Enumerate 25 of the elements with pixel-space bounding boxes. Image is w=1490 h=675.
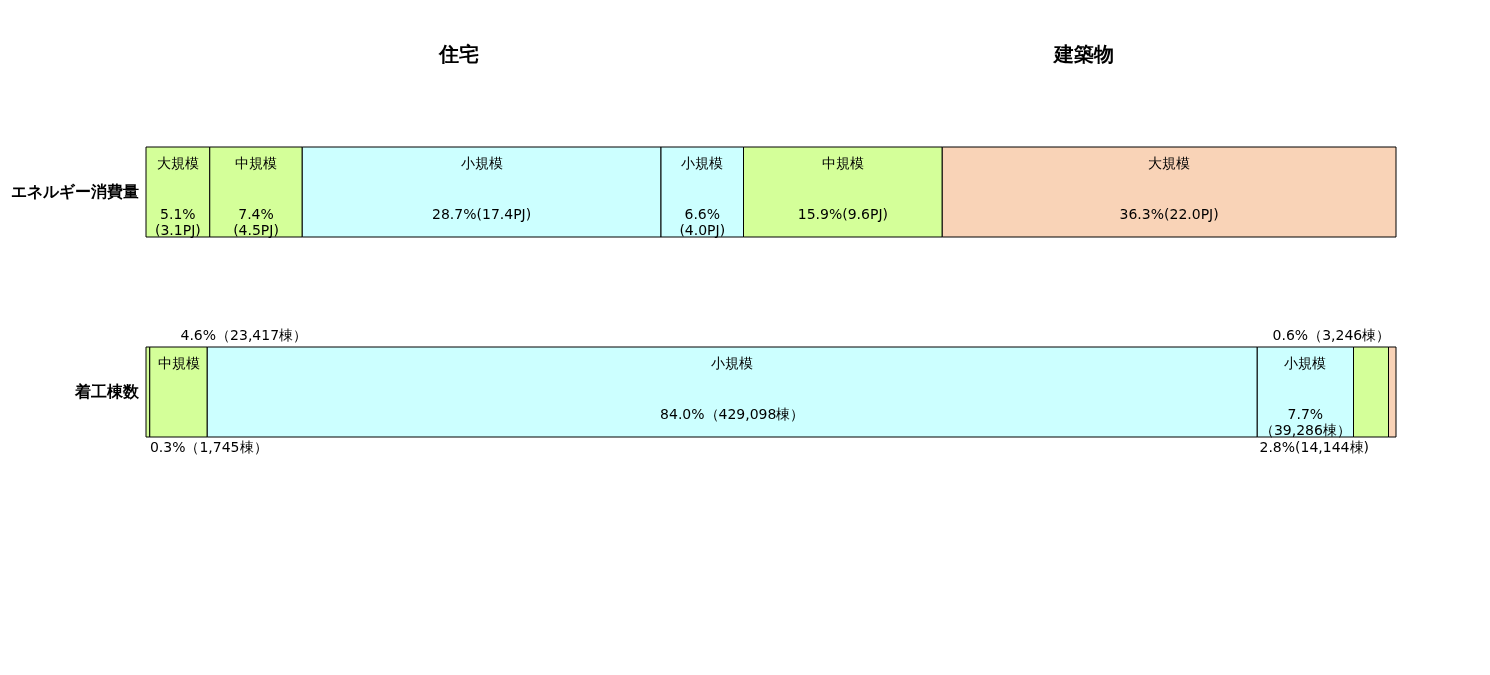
series-label: 大規模 bbox=[1148, 155, 1191, 171]
text: 住宅 bbox=[437, 42, 479, 66]
data-label: 0.3%（1,745棟） bbox=[149, 439, 268, 455]
series-label: 中規模 bbox=[157, 355, 200, 371]
data-label: 7.7%（39,286棟） bbox=[1259, 405, 1351, 438]
y-tick-label: 着工棟数 bbox=[73, 382, 140, 401]
text: 建築物 bbox=[1051, 42, 1114, 66]
data-label: 84.0%（429,098棟） bbox=[660, 405, 805, 422]
series-label: 小規模 bbox=[460, 155, 503, 171]
data-label: 0.6%（3,246棟） bbox=[1272, 327, 1391, 343]
data-label: 4.6%（23,417棟） bbox=[180, 327, 308, 343]
text: 中規模 bbox=[235, 155, 277, 171]
data-label: 7.4%(4.5PJ) bbox=[233, 205, 279, 238]
data-label: 15.9%(9.6PJ) bbox=[797, 205, 888, 222]
data-label: 2.8%(14,144棟) bbox=[1259, 439, 1369, 455]
data-label: 28.7%(17.4PJ) bbox=[432, 205, 532, 222]
series-label: 中規模 bbox=[821, 155, 864, 171]
data-label: 6.6%(4.0PJ) bbox=[679, 205, 726, 238]
data-label: 5.1%(3.1PJ) bbox=[154, 205, 201, 238]
y-tick-label: エネルギー消費量 bbox=[10, 182, 139, 201]
text: 小規模 bbox=[711, 355, 754, 371]
series-label: 小規模 bbox=[681, 155, 724, 171]
series-label: 大規模 bbox=[156, 155, 199, 171]
data-label: 36.3%(22.0PJ) bbox=[1119, 205, 1219, 222]
text: 小規模 bbox=[1284, 355, 1327, 371]
